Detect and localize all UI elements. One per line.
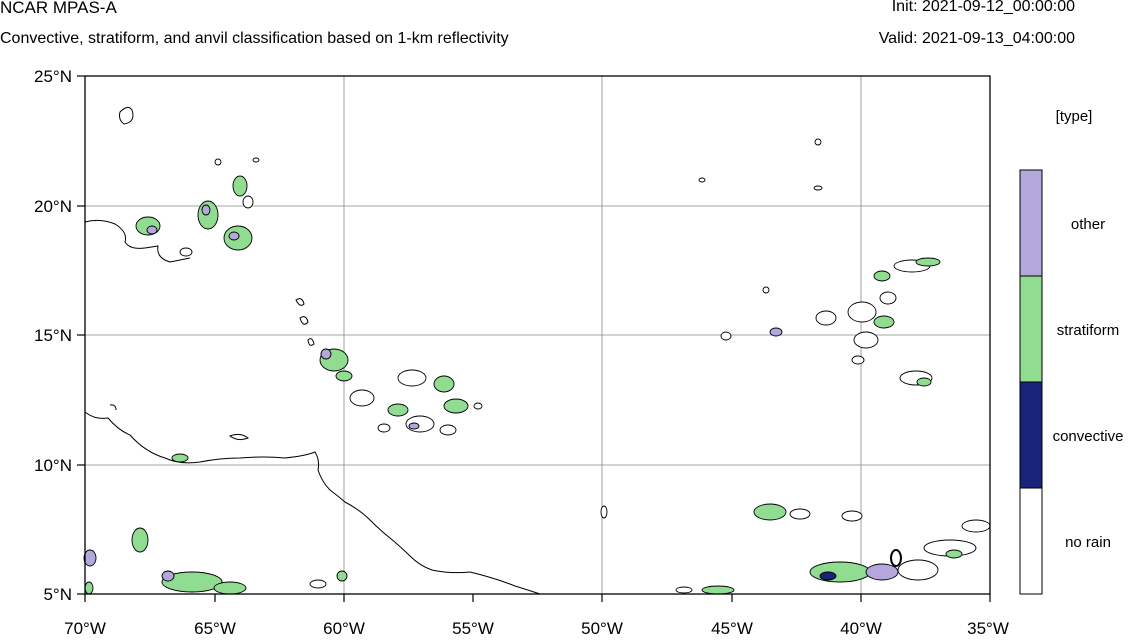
cell-stratiform <box>701 585 735 595</box>
legend-swatch-norain <box>1019 487 1043 595</box>
cell-stratiform <box>873 315 895 329</box>
coast-fragment <box>109 404 117 411</box>
island-outline <box>299 316 309 325</box>
lat-label: 5°N <box>43 585 72 604</box>
cell-stratiform <box>753 503 787 521</box>
cell-other <box>408 422 420 430</box>
cell-norain <box>397 369 427 387</box>
cell-stratiform <box>161 571 223 593</box>
cell-norain <box>377 423 391 433</box>
cell-norain <box>439 424 457 436</box>
lat-label: 10°N <box>34 456 72 475</box>
cell-norain <box>815 310 837 326</box>
island-outline <box>307 338 315 346</box>
south-america-coast <box>84 411 541 595</box>
cell-norain <box>961 519 991 533</box>
cell-norain <box>349 389 375 407</box>
island-outline <box>119 106 134 125</box>
lon-label: 35°W <box>967 619 1009 638</box>
legend-label-norain: no rain <box>1065 534 1111 551</box>
lon-labels: 70°W 65°W 60°W 55°W 50°W 45°W 40°W 35°W <box>64 619 1009 638</box>
island-outline <box>295 298 305 306</box>
cell-stratiform <box>915 257 941 267</box>
lat-label: 20°N <box>34 197 72 216</box>
cell-norain <box>179 247 193 257</box>
cell-stratiform <box>387 403 409 417</box>
cell-other <box>161 570 175 582</box>
lon-label: 45°W <box>711 619 753 638</box>
lon-label: 55°W <box>452 619 494 638</box>
cell-norain <box>214 158 222 166</box>
hispaniola-coast <box>84 219 191 263</box>
cell-norain <box>789 508 811 520</box>
cell-stratiform <box>433 375 455 393</box>
cell-other <box>320 348 332 360</box>
precip-cells <box>83 138 991 595</box>
map-title: NCAR MPAS-A <box>0 0 117 17</box>
cell-convective <box>819 571 837 581</box>
cell-other <box>865 563 899 581</box>
cell-norain <box>675 586 693 594</box>
cell-stratiform <box>213 581 247 595</box>
legend-label-convective: convective <box>1053 428 1124 445</box>
cell-other <box>146 225 158 235</box>
legend-label-other: other <box>1071 216 1105 233</box>
lon-label: 50°W <box>581 619 623 638</box>
cell-stratiform <box>873 270 891 282</box>
cell-stratiform <box>336 570 348 582</box>
cell-other <box>769 327 783 337</box>
legend-swatch-stratiform <box>1019 275 1043 383</box>
cell-stratiform <box>84 581 94 595</box>
lon-label: 40°W <box>840 619 882 638</box>
cell-norain <box>762 286 770 294</box>
tick-marks <box>77 75 991 602</box>
cell-norain <box>890 549 902 567</box>
coastlines <box>84 106 541 595</box>
cell-norain <box>851 355 865 365</box>
cell-norain <box>600 505 608 519</box>
lon-label: 70°W <box>64 619 106 638</box>
legend-swatch-convective <box>1019 381 1043 489</box>
valid-time: Valid: 2021-09-13_04:00:00 <box>878 30 1075 47</box>
cell-other <box>228 231 240 241</box>
cell-stratiform <box>916 377 932 387</box>
cell-norain <box>473 402 483 410</box>
legend-label-stratiform: stratiform <box>1057 322 1120 339</box>
legend-title: [type] <box>1056 108 1093 125</box>
cell-norain <box>309 579 327 589</box>
lon-label: 65°W <box>194 619 236 638</box>
cell-stratiform <box>171 453 189 463</box>
cell-other <box>83 549 97 567</box>
map-subtitle: Convective, stratiform, and anvil classi… <box>0 30 509 47</box>
cell-norain <box>853 331 879 349</box>
cell-stratiform <box>809 561 871 583</box>
cell-norain <box>252 157 260 163</box>
cell-stratiform <box>232 175 248 197</box>
lat-labels: 25°N 20°N 15°N 10°N 5°N <box>34 67 72 604</box>
cell-norain <box>847 301 877 323</box>
cell-norain <box>242 195 254 209</box>
init-time: Init: 2021-09-12_00:00:00 <box>891 0 1075 15</box>
cell-norain <box>897 559 939 581</box>
lat-label: 25°N <box>34 67 72 86</box>
lat-label: 15°N <box>34 326 72 345</box>
cell-stratiform <box>443 398 469 414</box>
cell-norain <box>720 331 732 341</box>
grid-lines <box>85 76 990 594</box>
lon-label: 60°W <box>323 619 365 638</box>
cell-stratiform <box>945 549 963 559</box>
cell-norain <box>841 510 863 522</box>
island-outline <box>228 433 250 441</box>
cell-other <box>201 204 211 216</box>
cell-norain <box>814 138 822 146</box>
cell-norain <box>879 291 897 305</box>
legend-swatch-other <box>1019 169 1043 277</box>
cell-stratiform <box>335 370 353 382</box>
cell-stratiform <box>131 527 149 553</box>
cell-norain <box>813 185 823 191</box>
cell-norain <box>698 177 706 183</box>
legend: [type] other stratiform convective no ra… <box>1019 108 1124 595</box>
